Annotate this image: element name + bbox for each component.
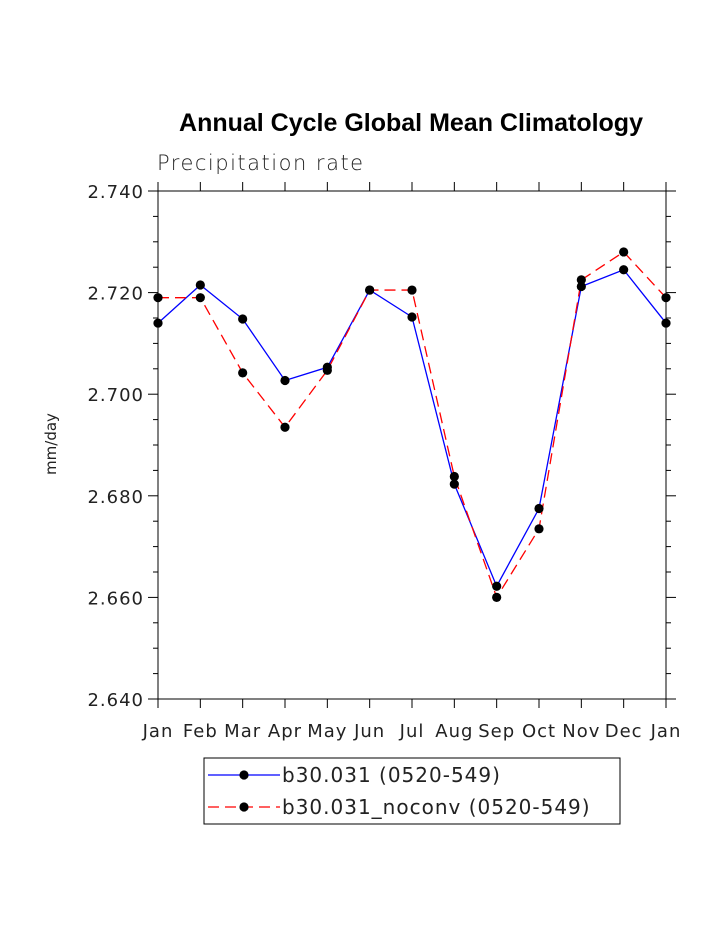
data-point-s2: [492, 592, 502, 603]
data-point-s1: [153, 318, 163, 328]
y-tick-label: 2.660: [87, 588, 144, 609]
x-tick-label: Apr: [268, 721, 302, 742]
data-point-s2: [365, 285, 375, 295]
y-tick-labels: 2.640 2.660 2.680 2.700 2.720 2.740: [87, 182, 144, 711]
x-tick-label: Jan: [650, 721, 682, 742]
data-point-s2: [449, 471, 459, 482]
data-point-s2: [322, 365, 332, 375]
data-point-s2: [407, 285, 417, 295]
data-point-s1: [195, 280, 205, 290]
x-tick-label: Mar: [224, 721, 261, 742]
series-layer: [153, 247, 671, 603]
data-point-s1: [238, 314, 248, 324]
x-tick-label: Dec: [605, 721, 643, 742]
series-line-2: [158, 251, 667, 599]
y-tick-label: 2.640: [87, 690, 144, 711]
data-point-s1: [407, 312, 417, 322]
data-point-s2: [661, 293, 671, 303]
y-tick-label: 2.740: [87, 182, 144, 203]
data-point-s2: [153, 293, 163, 303]
data-point-s1: [576, 281, 586, 292]
y-tick-label: 2.700: [87, 385, 144, 406]
x-tick-label: Sep: [478, 721, 515, 742]
data-point-s1: [661, 318, 671, 328]
legend-label-2: b30.031_noconv (0520-549): [282, 795, 591, 819]
legend-marker-1: [239, 770, 249, 780]
plot-frame: [157, 190, 667, 700]
x-tick-label: Jun: [353, 721, 385, 742]
data-point-s1: [534, 503, 544, 514]
legend-marker-2: [239, 802, 249, 812]
data-point-s1: [492, 581, 502, 591]
data-point-s1: [619, 265, 629, 275]
chart-subtitle: Precipitation rate: [157, 151, 365, 175]
data-point-s2: [238, 368, 248, 378]
data-point-s2: [619, 247, 629, 257]
legend: b30.031 (0520-549) b30.031_noconv (0520-5…: [203, 757, 621, 825]
y-tick-label: 2.680: [87, 487, 144, 508]
data-point-s1: [449, 479, 459, 489]
x-tick-label: Jan: [142, 721, 174, 742]
x-tick-label: Aug: [435, 721, 473, 742]
y-axis-label: mm/day: [42, 413, 60, 475]
legend-label-1: b30.031 (0520-549): [282, 763, 501, 787]
tick-marks: [148, 182, 676, 708]
data-point-s2: [534, 524, 544, 534]
y-tick-label: 2.720: [87, 284, 144, 305]
x-tick-label: Oct: [522, 721, 556, 742]
legend-box: [203, 757, 621, 825]
x-tick-label: Nov: [562, 721, 600, 742]
chart-title: Annual Cycle Global Mean Climatology: [179, 109, 643, 137]
x-tick-label: Feb: [183, 721, 218, 742]
x-tick-label: May: [307, 721, 347, 742]
x-tick-label: Jul: [399, 721, 425, 742]
x-tick-labels: Jan Feb Mar Apr May Jun Jul Aug Sep Oct Nov Dec Jan: [142, 721, 682, 742]
data-point-s2: [280, 422, 290, 432]
data-point-s2: [576, 275, 586, 285]
data-point-s1: [280, 375, 290, 386]
plot-border: [157, 190, 667, 700]
data-point-s2: [195, 293, 205, 303]
